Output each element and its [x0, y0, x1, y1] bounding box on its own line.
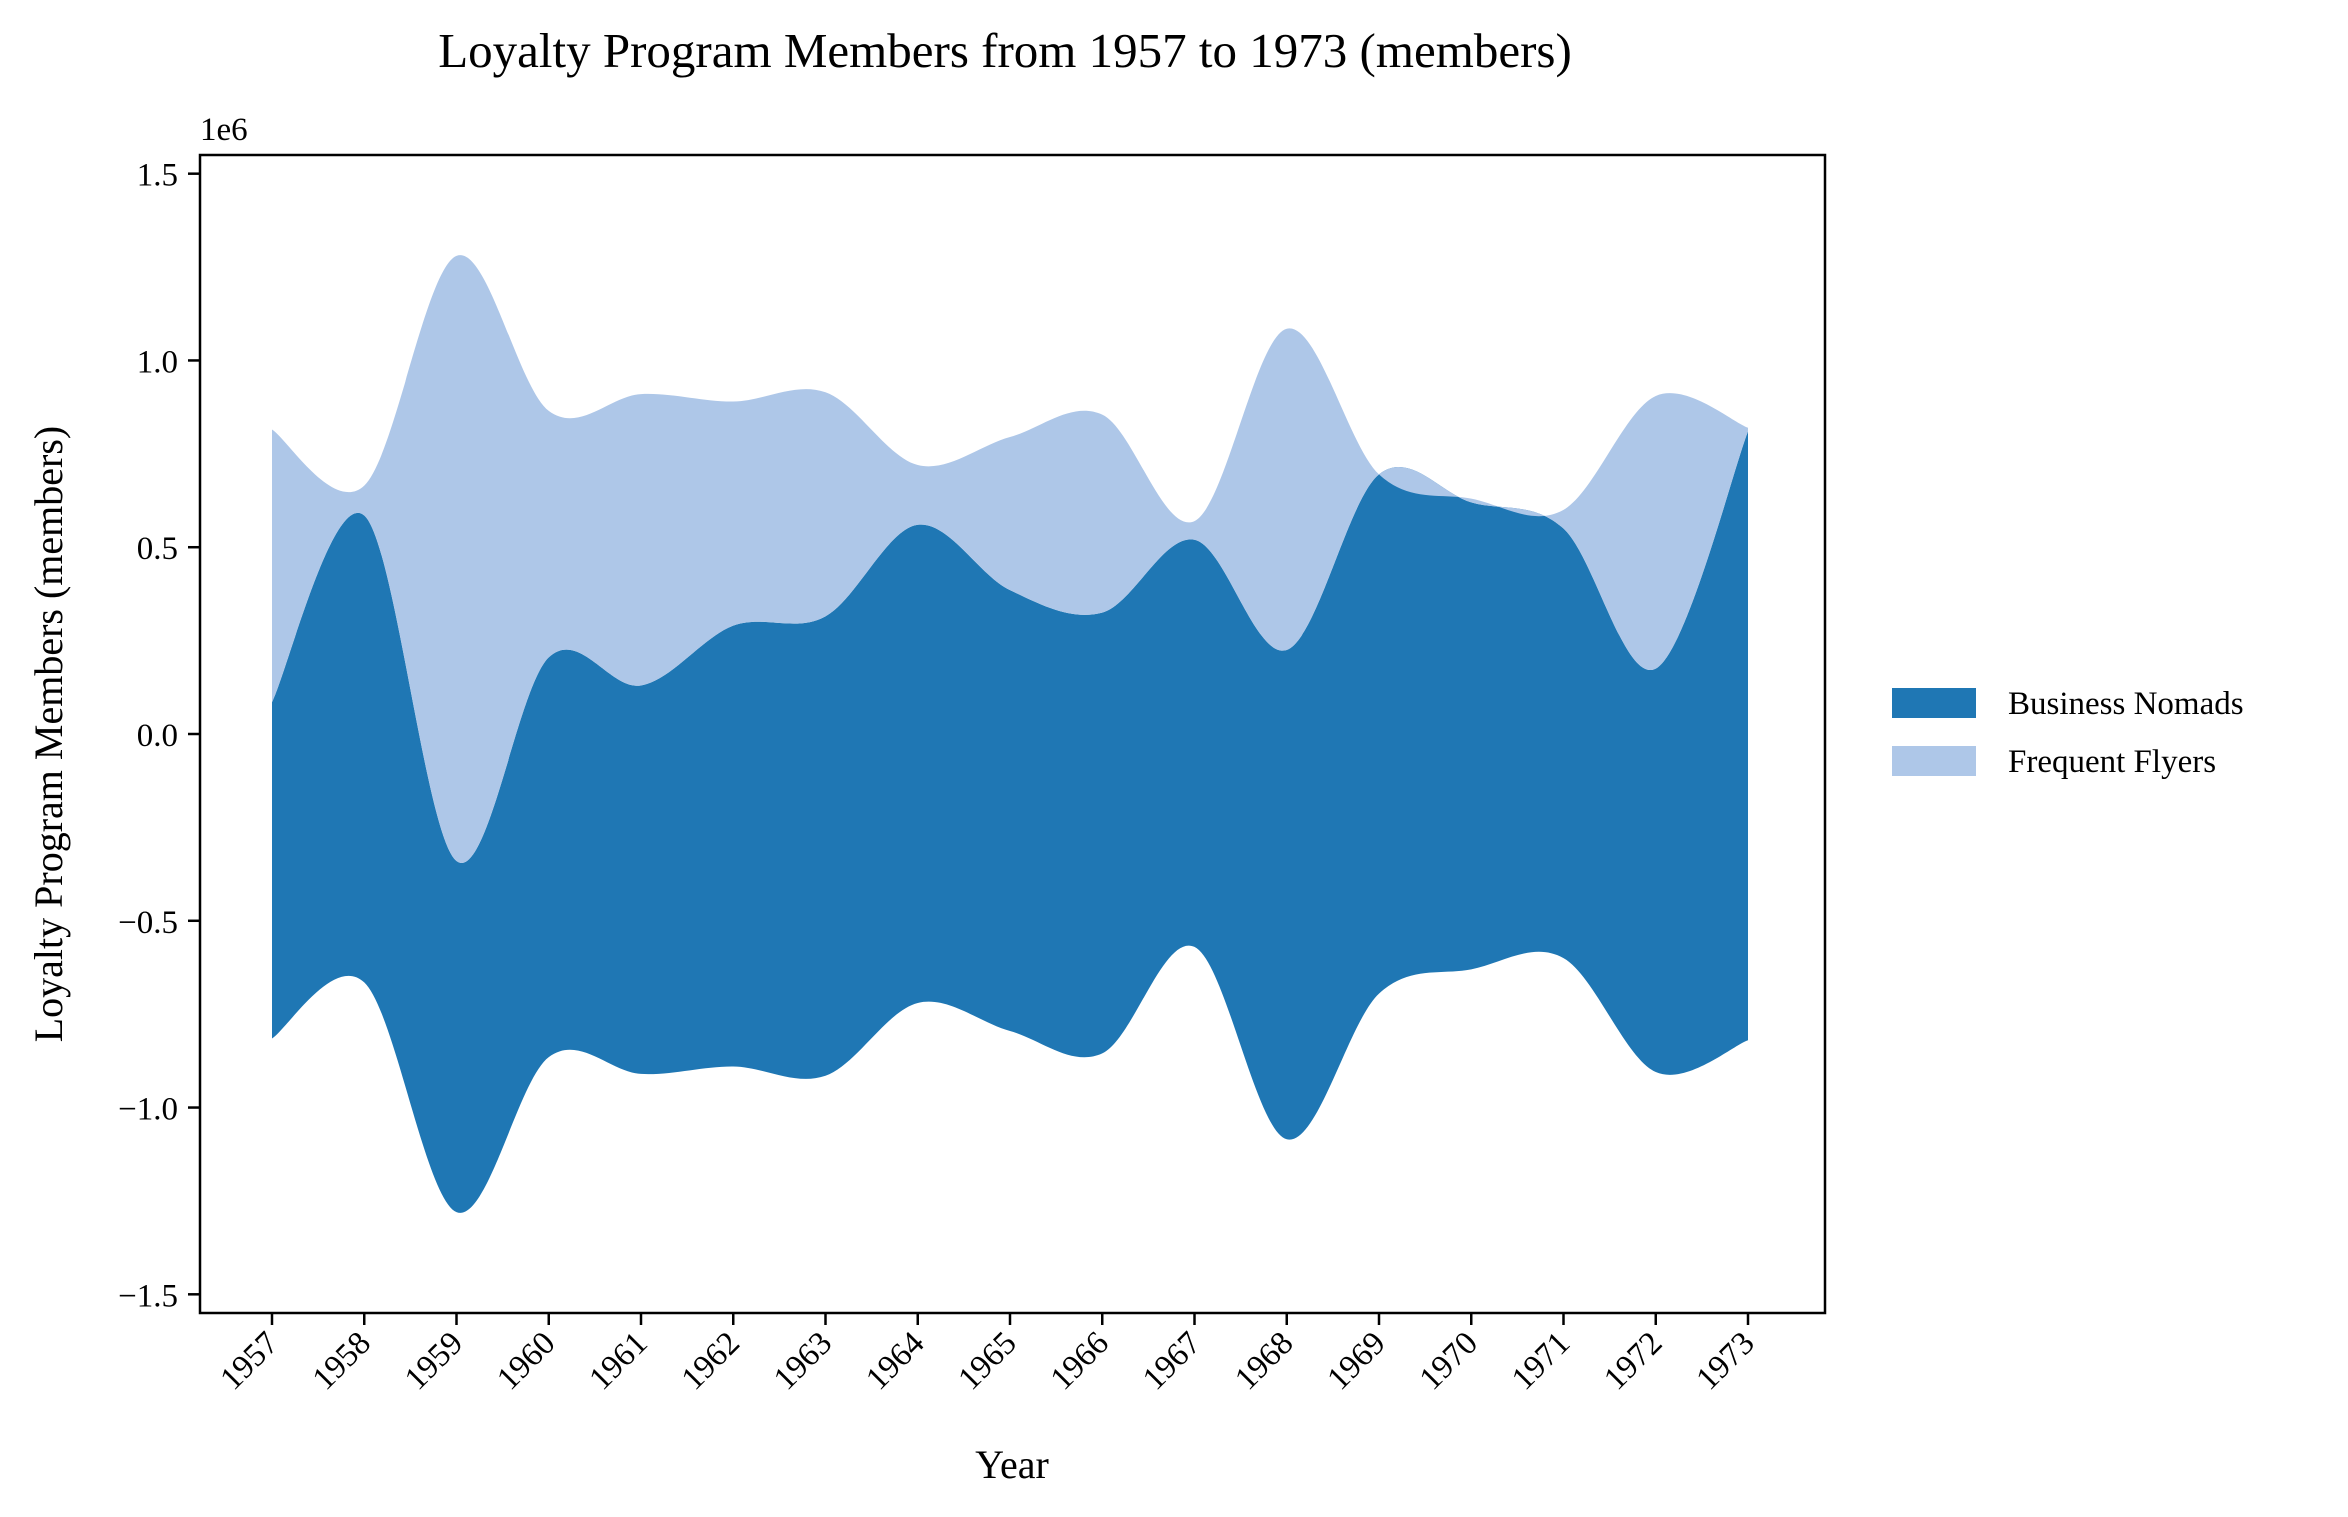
legend-label-frequent-flyers: Frequent Flyers	[2008, 744, 2216, 780]
x-tick-label: 1958	[306, 1325, 378, 1397]
x-tick-label: 1971	[1505, 1325, 1577, 1397]
x-axis: 1957 1958 1959 1960 1961 1962 1963 1964 1965 1966…	[214, 1313, 1762, 1397]
x-tick-label: 1964	[859, 1325, 931, 1397]
x-tick-label: 1963	[767, 1325, 839, 1397]
x-axis-label: Year	[975, 1442, 1049, 1487]
legend-swatch-business-nomads	[1892, 688, 1976, 718]
x-tick-label: 1967	[1136, 1325, 1208, 1397]
legend-swatch-frequent-flyers	[1892, 746, 1976, 776]
x-tick-label: 1959	[398, 1325, 470, 1397]
y-tick-label: −1.0	[118, 1092, 178, 1128]
legend-label-business-nomads: Business Nomads	[2008, 686, 2244, 722]
y-tick-label: 0.5	[137, 531, 178, 567]
x-tick-label: 1969	[1321, 1325, 1393, 1397]
x-tick-label: 1973	[1690, 1325, 1762, 1397]
y-axis: 1.5 1.0 0.5 0.0 −0.5 −1.0 −1.5	[118, 158, 200, 1314]
x-tick-label: 1970	[1413, 1325, 1485, 1397]
plot-areas	[272, 255, 1748, 1213]
x-tick-label: 1957	[214, 1325, 286, 1397]
legend: Business Nomads Frequent Flyers	[1892, 686, 2244, 780]
y-offset-label: 1e6	[200, 112, 248, 148]
x-tick-label: 1972	[1597, 1325, 1669, 1397]
x-tick-label: 1962	[675, 1325, 747, 1397]
y-tick-label: −0.5	[118, 905, 178, 941]
area-frequent-flyers	[272, 255, 1748, 863]
y-tick-label: 0.0	[137, 718, 178, 754]
x-tick-label: 1960	[490, 1325, 562, 1397]
y-tick-label: −1.5	[118, 1278, 178, 1314]
x-tick-label: 1966	[1044, 1325, 1116, 1397]
y-tick-label: 1.5	[137, 158, 178, 194]
area-business-nomads	[272, 431, 1748, 1213]
chart-title: Loyalty Program Members from 1957 to 197…	[438, 23, 1572, 78]
x-tick-label: 1961	[583, 1325, 655, 1397]
x-tick-label: 1968	[1228, 1325, 1300, 1397]
y-tick-label: 1.0	[137, 344, 178, 380]
x-tick-label: 1965	[952, 1325, 1024, 1397]
y-axis-label: Loyalty Program Members (members)	[26, 426, 71, 1043]
